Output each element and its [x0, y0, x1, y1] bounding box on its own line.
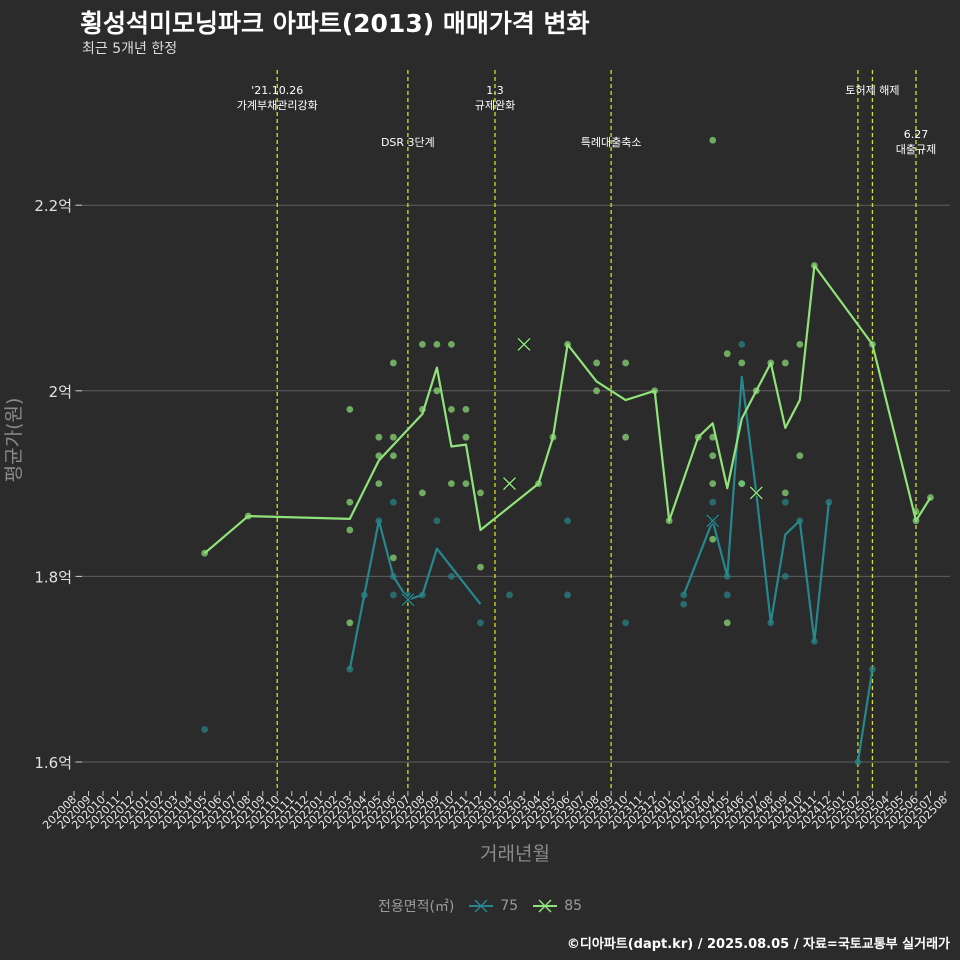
series-line-75	[856, 669, 874, 763]
data-point-75	[709, 498, 717, 506]
data-point-85	[419, 341, 426, 348]
y-tick-label: 1.8억	[34, 568, 72, 586]
data-point-85	[622, 359, 630, 367]
data-point-85	[462, 480, 470, 487]
event-annotation: 규제완화	[475, 99, 515, 112]
legend-label-85: 85	[564, 898, 583, 914]
event-annotation: 가계부채관리강화	[237, 99, 318, 112]
data-point-85	[389, 433, 397, 441]
data-point-85	[389, 554, 397, 562]
cross-marker-85	[516, 337, 532, 352]
data-point-75	[389, 591, 397, 599]
data-point-75	[825, 498, 833, 506]
data-point-85	[448, 405, 455, 413]
data-point-85	[433, 387, 441, 395]
series-line-75	[348, 519, 482, 670]
data-point-85	[796, 452, 804, 460]
data-point-75	[680, 600, 688, 608]
data-point-75	[201, 726, 209, 733]
event-annotation: 1.3	[486, 84, 504, 97]
source-caption: ©디아파트(dapt.kr) / 2025.08.05 / 자료=국토교통부 실…	[566, 937, 950, 952]
y-tick-label: 1.6억	[34, 754, 72, 772]
data-point-85	[593, 387, 600, 395]
data-point-85	[375, 433, 383, 441]
data-point-85	[622, 433, 630, 441]
data-point-75	[869, 665, 876, 673]
data-point-85	[709, 452, 717, 460]
axes: 1.6억1.8억2억2.2억20200820200920201020201120…	[34, 197, 950, 832]
event-annotation: 6.27	[904, 128, 929, 141]
data-point-85	[462, 405, 470, 413]
data-point-85	[462, 433, 470, 441]
data-point-85	[477, 489, 484, 497]
data-point-85	[448, 480, 455, 487]
data-point-85	[389, 452, 397, 460]
data-point-75	[723, 591, 731, 599]
data-point-75	[433, 517, 441, 525]
data-point-85	[781, 489, 789, 497]
legend-key-75-icon	[469, 899, 494, 913]
data-point-85	[723, 619, 731, 627]
data-point-85	[593, 359, 600, 367]
data-point-75	[738, 341, 746, 348]
gridlines	[74, 204, 950, 763]
data-point-75	[622, 619, 630, 627]
data-point-75	[564, 591, 571, 599]
data-point-75	[781, 498, 789, 506]
data-point-85	[346, 619, 354, 627]
data-point-85	[709, 535, 717, 543]
cross-marker-85	[749, 485, 764, 500]
legend: 전용면적(㎡) 75 85	[0, 896, 960, 916]
legend-item-75: 75	[468, 897, 518, 915]
cross-marker-85	[502, 476, 517, 491]
data-point-75	[477, 619, 484, 627]
event-annotation: '21.10.26	[251, 84, 303, 97]
data-point-85	[738, 359, 746, 367]
cross-marker-75	[705, 513, 720, 528]
legend-item-85: 85	[532, 897, 582, 915]
legend-label-75: 75	[500, 898, 519, 914]
data-point-85	[346, 526, 354, 534]
data-point-85	[796, 341, 804, 348]
data-point-85	[738, 480, 746, 487]
data-point-75	[448, 573, 455, 580]
event-annotation: 대출규제	[896, 143, 936, 156]
event-annotation: 특례대출축소	[581, 136, 642, 149]
data-point-75	[389, 498, 397, 506]
chart-subtitle: 최근 5개년 한정	[82, 41, 178, 57]
x-axis-label: 거래년월	[480, 843, 550, 865]
data-point-75	[506, 591, 513, 599]
series-layer	[201, 136, 934, 766]
data-point-85	[389, 359, 397, 367]
data-point-85	[419, 489, 426, 497]
legend-title: 전용면적(㎡)	[377, 899, 455, 915]
y-tick-label: 2.2억	[34, 197, 72, 215]
data-point-85	[433, 341, 441, 348]
cross-marker-75	[400, 592, 415, 607]
data-point-85	[448, 341, 455, 348]
data-point-85	[709, 136, 717, 144]
data-point-85	[346, 498, 354, 506]
data-point-85	[375, 480, 383, 487]
data-point-85	[346, 405, 354, 413]
data-point-85	[477, 563, 484, 571]
series-line-85	[203, 264, 932, 555]
data-point-85	[781, 359, 789, 367]
data-point-75	[781, 573, 789, 580]
data-point-85	[723, 350, 731, 358]
event-annotation: DSR 3단계	[381, 136, 435, 149]
y-axis-label: 평균가(원)	[3, 398, 25, 483]
series-line-75	[682, 375, 830, 643]
legend-key-85-icon	[533, 899, 558, 913]
data-point-75	[564, 517, 571, 525]
event-annotation: 토허제 해제	[845, 83, 899, 97]
chart-title: 횡성석미모닝파크 아파트(2013) 매매가격 변화	[80, 9, 590, 38]
data-point-85	[709, 480, 717, 487]
y-tick-label: 2억	[49, 383, 72, 401]
